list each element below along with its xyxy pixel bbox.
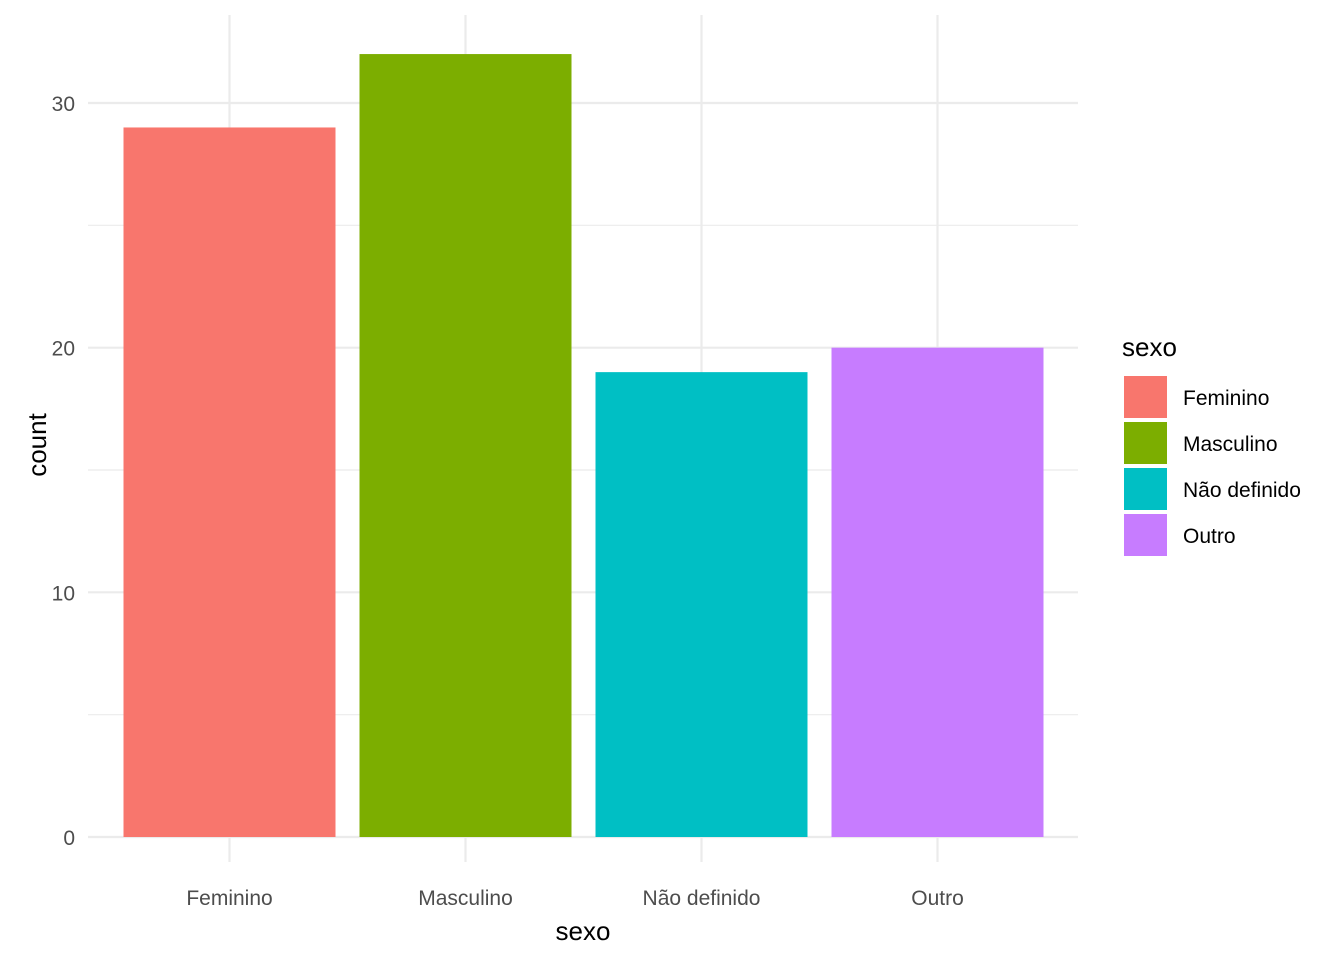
x-tick-label: Não definido bbox=[643, 887, 761, 910]
bar-n-o-definido bbox=[595, 372, 808, 837]
x-axis-title: sexo bbox=[556, 916, 611, 946]
y-tick-label: 0 bbox=[63, 827, 75, 850]
legend: sexo Feminino Masculino Não definido Outro bbox=[1122, 332, 1301, 556]
legend-label: Outro bbox=[1183, 525, 1236, 548]
legend-label: Feminino bbox=[1183, 387, 1269, 410]
legend-key bbox=[1124, 514, 1167, 556]
x-tick-label: Feminino bbox=[186, 887, 272, 910]
bars bbox=[123, 54, 1044, 838]
y-tick-label: 20 bbox=[52, 338, 75, 361]
legend-key bbox=[1124, 422, 1167, 464]
y-tick-label: 10 bbox=[52, 582, 75, 605]
y-tick-label: 30 bbox=[52, 93, 75, 116]
x-tick-label: Masculino bbox=[418, 887, 513, 910]
legend-title: sexo bbox=[1122, 332, 1177, 362]
bar-masculino bbox=[359, 54, 572, 838]
legend-entries: Feminino Masculino Não definido Outro bbox=[1124, 376, 1301, 556]
x-axis-tick-labels: Feminino Masculino Não definido Outro bbox=[186, 887, 963, 910]
x-tick-label: Outro bbox=[911, 887, 964, 910]
legend-label: Não definido bbox=[1183, 479, 1301, 502]
legend-label: Masculino bbox=[1183, 433, 1278, 456]
bar-feminino bbox=[123, 127, 336, 837]
legend-key bbox=[1124, 376, 1167, 418]
bar-outro bbox=[831, 347, 1044, 837]
y-axis-title: count bbox=[22, 412, 52, 476]
legend-key bbox=[1124, 468, 1167, 510]
y-axis-tick-labels: 0 10 20 30 bbox=[52, 93, 75, 850]
